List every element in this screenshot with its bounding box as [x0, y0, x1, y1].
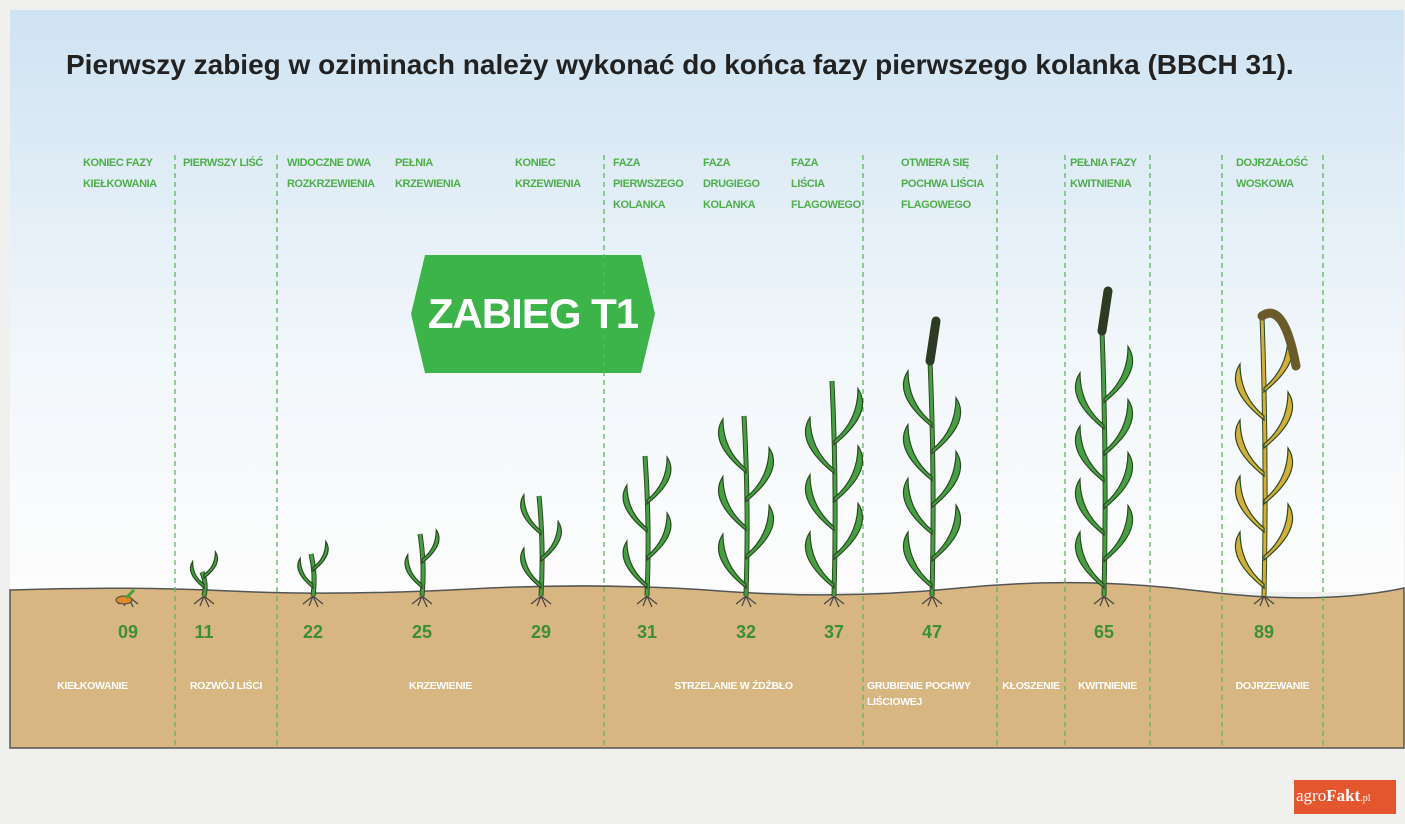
stage-code: 32 — [716, 622, 776, 643]
stage-label: FAZA PIERWSZEGO KOLANKA — [613, 153, 683, 216]
title: Pierwszy zabieg w oziminach należy wykon… — [66, 49, 1294, 81]
seed — [116, 596, 132, 604]
phase-label: DOJRZEWANIE — [1222, 678, 1323, 694]
stage-code: 29 — [511, 622, 571, 643]
stage-code: 22 — [283, 622, 343, 643]
phase-label: GRUBIENIE POCHWY LIŚCIOWEJ — [867, 678, 971, 710]
stage-code: 47 — [902, 622, 962, 643]
soil — [10, 583, 1404, 748]
logo-brand: agro — [1296, 786, 1326, 805]
phase-label: KWITNIENIE — [1065, 678, 1150, 694]
stage-label: PEŁNIA KRZEWIENIA — [395, 153, 461, 195]
page: Pierwszy zabieg w oziminach należy wykon… — [0, 0, 1405, 824]
logo: agroFakt.pl — [1296, 786, 1371, 806]
badge-text: ZABIEG T1 — [411, 290, 655, 338]
phase-label: STRZELANIE W ŹDŹBŁO — [604, 678, 863, 694]
phase-label: KRZEWIENIE — [277, 678, 604, 694]
stage-label: DOJRZAŁOŚĆ WOSKOWA — [1236, 153, 1308, 195]
stage-code: 65 — [1074, 622, 1134, 643]
stage-label: WIDOCZNE DWA ROZKRZEWIENIA — [287, 153, 375, 195]
stage-code: 09 — [98, 622, 158, 643]
stage-code: 11 — [174, 622, 234, 643]
ear — [1102, 291, 1108, 331]
stage-label: PIERWSZY LIŚĆ — [183, 153, 263, 174]
phase-label: KŁOSZENIE — [997, 678, 1065, 694]
stage-label: PEŁNIA FAZY KWITNIENIA — [1070, 153, 1137, 195]
scene — [0, 0, 1405, 824]
phase-label: ROZWÓJ LIŚCI — [175, 678, 277, 694]
stage-code: 31 — [617, 622, 677, 643]
stage-label: FAZA DRUGIEGO KOLANKA — [703, 153, 760, 216]
stage-label: OTWIERA SIĘ POCHWA LIŚCIA FLAGOWEGO — [901, 153, 984, 216]
stage-label: KONIEC KRZEWIENIA — [515, 153, 581, 195]
sky — [10, 10, 1404, 592]
ear — [930, 321, 936, 361]
stage-label: FAZA LIŚCIA FLAGOWEGO — [791, 153, 861, 216]
logo-name: Fakt — [1326, 786, 1360, 805]
stage-code: 25 — [392, 622, 452, 643]
stage-label: KONIEC FAZY KIEŁKOWANIA — [83, 153, 157, 195]
logo-suffix: .pl — [1360, 793, 1370, 804]
stage-code: 89 — [1234, 622, 1294, 643]
stage-code: 37 — [804, 622, 864, 643]
phase-label: KIEŁKOWANIE — [10, 678, 175, 694]
